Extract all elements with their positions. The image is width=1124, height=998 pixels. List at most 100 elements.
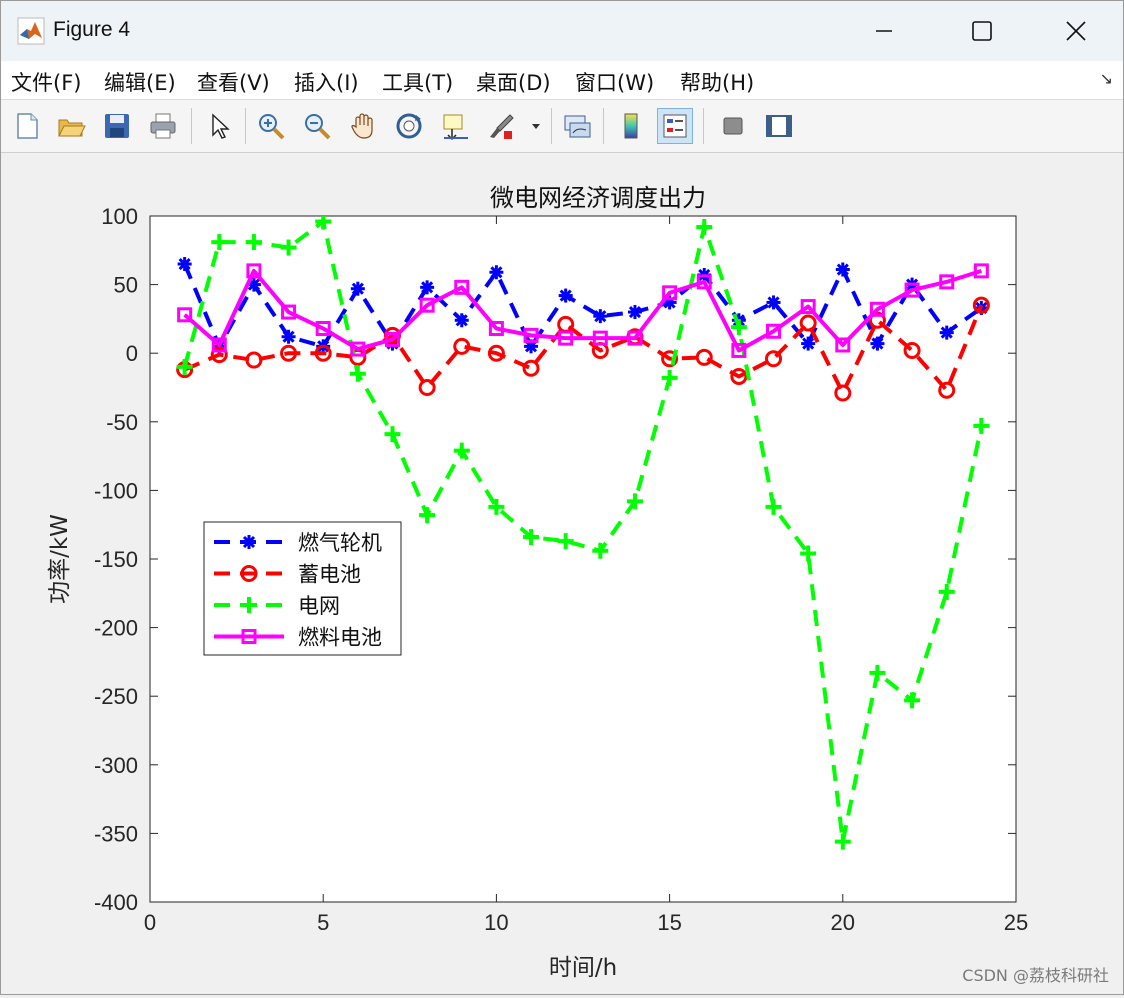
x-tick-label: 15 — [657, 910, 681, 935]
data-point-fuel-cell — [315, 321, 331, 337]
data-point-gas-turbine — [801, 336, 816, 351]
legend-marker-battery — [240, 565, 258, 582]
data-point-battery — [280, 344, 298, 362]
data-point-fuel-cell — [558, 330, 574, 346]
x-tick-label: 10 — [484, 910, 508, 935]
minimize-button[interactable] — [861, 11, 907, 51]
data-point-grid — [557, 533, 574, 550]
menu-insert[interactable]: 插入(I) — [294, 71, 359, 95]
pan-hand-icon[interactable] — [345, 108, 381, 144]
y-axis-label: 功率/kW — [47, 514, 73, 604]
legend-box — [203, 521, 402, 656]
legend-icon[interactable] — [657, 108, 693, 144]
data-point-fuel-cell — [766, 323, 782, 339]
data-point-gas-turbine — [870, 336, 885, 351]
data-point-grid — [834, 833, 851, 850]
data-point-fuel-cell — [800, 299, 816, 315]
brush-icon[interactable] — [483, 108, 519, 144]
colorbar-icon[interactable] — [613, 108, 649, 144]
matlab-logo-icon — [17, 17, 45, 45]
series-fuel-cell — [177, 263, 989, 358]
data-point-fuel-cell — [662, 285, 678, 301]
data-point-grid — [453, 442, 470, 459]
data-point-grid — [315, 216, 332, 230]
data-point-battery — [522, 359, 540, 377]
legend-label-battery: 蓄电池 — [298, 563, 361, 587]
save-icon[interactable] — [99, 108, 135, 144]
show-plot-tools-icon[interactable] — [761, 108, 797, 144]
y-tick-label: -100 — [94, 478, 138, 503]
data-point-grid — [488, 498, 505, 515]
menu-edit[interactable]: 编辑(E) — [104, 71, 176, 95]
minimize-icon — [876, 30, 892, 32]
data-point-battery — [730, 368, 748, 386]
data-cursor-icon[interactable] — [437, 108, 473, 144]
x-tick-label: 0 — [144, 910, 156, 935]
data-point-grid — [349, 365, 366, 382]
data-point-fuel-cell — [592, 330, 608, 346]
data-point-grid — [938, 583, 955, 600]
data-point-battery — [834, 384, 852, 402]
line-chart: 0 5 10 15 20 25 100 50 0 -50 -100 -150 -200 -250 -300 -… — [47, 184, 1028, 981]
menu-tools[interactable]: 工具(T) — [382, 71, 454, 95]
data-point-grid — [869, 664, 886, 681]
data-point-grid — [730, 319, 747, 336]
y-tick-label: -350 — [94, 821, 138, 846]
data-point-gas-turbine — [939, 325, 954, 340]
dock-arrow-icon[interactable]: ↘ — [1099, 69, 1113, 88]
data-point-grid — [592, 542, 609, 559]
y-tick-label: 100 — [101, 204, 138, 229]
x-tick-label: 25 — [1004, 910, 1028, 935]
toolbar-separator — [603, 108, 604, 144]
series-line-gas-turbine — [182, 263, 983, 349]
menu-window[interactable]: 窗口(W) — [575, 71, 655, 95]
data-point-fuel-cell — [419, 297, 435, 313]
maximize-icon — [972, 21, 992, 41]
data-point-fuel-cell — [384, 331, 400, 347]
data-point-grid — [626, 493, 643, 510]
rotate-3d-icon[interactable] — [391, 108, 427, 144]
open-file-icon[interactable] — [53, 108, 89, 144]
data-point-fuel-cell — [904, 282, 920, 298]
toolbar-separator — [191, 108, 192, 144]
hide-plot-tools-icon[interactable] — [715, 108, 751, 144]
select-arrow-icon[interactable] — [201, 108, 237, 144]
data-point-gas-turbine — [420, 280, 435, 295]
y-tick-label: 50 — [114, 273, 138, 298]
print-icon[interactable] — [145, 108, 181, 144]
chart-title: 微电网经济调度出力 — [490, 184, 706, 212]
menu-bar: 文件(F) 编辑(E) 查看(V) 插入(I) 工具(T) 桌面(D) 窗口(W… — [1, 61, 1123, 100]
menu-help[interactable]: 帮助(H) — [680, 71, 755, 95]
y-tick-label: -400 — [94, 890, 138, 915]
zoom-in-icon[interactable] — [253, 108, 289, 144]
data-point-battery — [210, 346, 228, 364]
data-point-fuel-cell — [835, 337, 851, 353]
figure-canvas: 0 5 10 15 20 25 100 50 0 -50 -100 -150 -200 -250 -300 -… — [1, 153, 1123, 994]
data-point-battery — [868, 311, 886, 329]
y-tick-label: -50 — [106, 410, 138, 435]
menu-file[interactable]: 文件(F) — [11, 71, 82, 95]
new-figure-icon[interactable] — [9, 108, 45, 144]
link-plot-icon[interactable] — [559, 108, 595, 144]
data-point-fuel-cell — [488, 321, 504, 337]
x-tick-label: 5 — [317, 910, 329, 935]
brush-dropdown-chevron-icon[interactable] — [527, 108, 545, 144]
menu-desktop[interactable]: 桌面(D) — [476, 71, 551, 95]
y-tick-label: -250 — [94, 684, 138, 709]
close-button[interactable] — [1053, 11, 1099, 51]
data-point-gas-turbine — [766, 295, 781, 310]
legend-marker-fuel-cell — [241, 629, 257, 644]
data-point-grid — [419, 507, 436, 524]
x-tick-label: 20 — [831, 910, 855, 935]
maximize-button[interactable] — [959, 11, 1005, 51]
data-point-battery — [799, 314, 817, 332]
data-point-battery — [245, 351, 263, 369]
toolbar-separator — [551, 108, 552, 144]
data-point-gas-turbine — [350, 281, 365, 296]
zoom-out-icon[interactable] — [299, 108, 335, 144]
close-icon — [1066, 21, 1086, 41]
menu-view[interactable]: 查看(V) — [197, 71, 270, 95]
y-tick-label: 0 — [126, 341, 138, 366]
data-point-fuel-cell — [696, 274, 712, 290]
